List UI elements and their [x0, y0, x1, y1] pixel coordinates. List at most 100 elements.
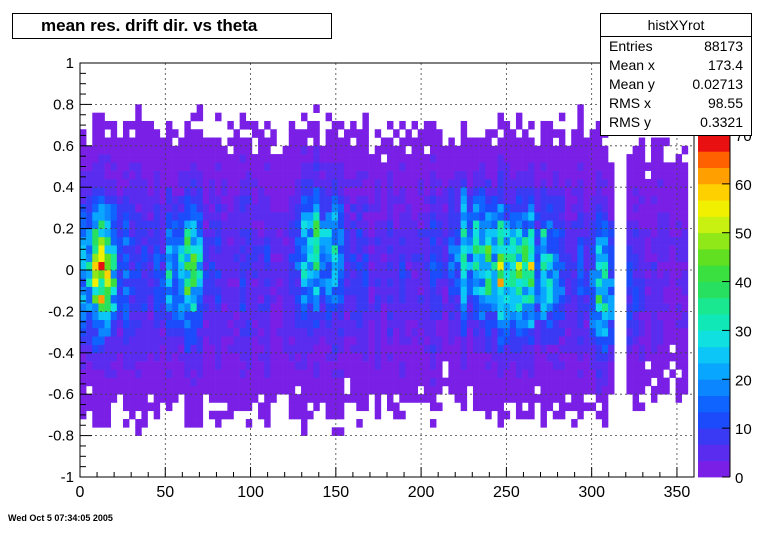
heatmap-cell [104, 352, 111, 362]
heatmap-cell [153, 170, 161, 180]
heatmap-cell [264, 187, 271, 196]
heatmap-cell [472, 402, 480, 412]
heatmap-cell [325, 195, 333, 205]
heatmap-cell [141, 352, 148, 362]
heatmap-cell [546, 195, 554, 205]
heatmap-cell [522, 410, 529, 420]
heatmap-cell [595, 369, 603, 378]
heatmap-cell [165, 145, 173, 155]
heatmap-cell [184, 162, 191, 171]
heatmap-cell [245, 294, 253, 304]
heatmap-cell [552, 394, 560, 403]
heatmap-cell [632, 253, 640, 263]
y-tick-label: 0.6 [53, 138, 74, 155]
heatmap-cell [565, 385, 572, 395]
heatmap-cell [307, 170, 314, 180]
heatmap-cell [172, 253, 179, 263]
heatmap-cell [276, 261, 283, 271]
heatmap-cell [595, 170, 603, 180]
heatmap-cell [294, 145, 302, 155]
heatmap-cell [675, 253, 683, 263]
heatmap-cell [528, 261, 535, 271]
heatmap-cell [387, 220, 394, 229]
heatmap-cell [165, 336, 173, 345]
heatmap-cell [577, 319, 584, 329]
heatmap-cell [368, 253, 376, 263]
heatmap-cell [583, 137, 590, 147]
heatmap-cell [221, 203, 228, 213]
heatmap-cell [301, 394, 308, 403]
heatmap-cell [110, 120, 118, 130]
heatmap-cell [638, 245, 646, 254]
heatmap-cell [577, 311, 584, 320]
heatmap-cell [479, 162, 486, 171]
heatmap-cell [528, 245, 535, 254]
heatmap-cell [589, 253, 597, 263]
heatmap-cell [374, 154, 382, 163]
heatmap-cell [442, 220, 449, 229]
heatmap-cell [454, 228, 461, 238]
heatmap-cell [460, 178, 468, 188]
heatmap-cell [509, 203, 517, 213]
heatmap-cell [227, 336, 234, 345]
heatmap-cell [165, 327, 173, 337]
heatmap-cell [460, 336, 468, 345]
heatmap-cell [509, 303, 517, 312]
heatmap-cell [571, 203, 578, 213]
heatmap-cell [153, 311, 161, 320]
heatmap-cell [552, 410, 560, 420]
heatmap-cell [233, 245, 240, 254]
heatmap-cell [215, 327, 222, 337]
heatmap-cell [356, 228, 363, 238]
heatmap-cell [429, 377, 437, 387]
heatmap-cell [98, 270, 105, 279]
heatmap-cell [380, 228, 388, 238]
heatmap-cell [251, 220, 259, 229]
heatmap-cell [239, 303, 247, 312]
heatmap-cell [215, 352, 222, 362]
heatmap-cell [638, 261, 646, 271]
heatmap-cell [245, 228, 253, 238]
heatmap-cell [565, 245, 572, 254]
heatmap-cell [270, 278, 277, 287]
heatmap-cell [657, 212, 664, 221]
heatmap-cell [626, 178, 633, 188]
heatmap-cell [663, 261, 670, 271]
heatmap-cell [165, 261, 173, 271]
heatmap-cell [196, 129, 204, 138]
heatmap-cell [644, 228, 652, 238]
heatmap-cell [601, 162, 609, 171]
heatmap-cell [368, 270, 376, 279]
heatmap-cell [571, 195, 578, 205]
heatmap-cell [270, 352, 277, 362]
x-tick-label: 0 [76, 484, 85, 501]
heatmap-cell [184, 377, 191, 387]
stats-title: histXYrot [601, 14, 751, 37]
heatmap-cell [307, 253, 314, 263]
heatmap-cell [165, 369, 173, 378]
heatmap-cell [515, 220, 523, 229]
heatmap-cell [202, 220, 210, 229]
heatmap-cell [479, 294, 486, 304]
heatmap-cell [129, 154, 136, 163]
heatmap-cell [147, 352, 154, 362]
heatmap-cell [165, 170, 173, 180]
heatmap-cell [98, 187, 105, 196]
heatmap-cell [479, 187, 486, 196]
heatmap-cell [147, 212, 154, 221]
heatmap-cell [460, 203, 468, 213]
heatmap-cell [319, 344, 326, 354]
heatmap-cell [460, 236, 468, 246]
heatmap-cell [503, 286, 511, 296]
heatmap-cell [307, 369, 314, 378]
heatmap-cell [503, 187, 511, 196]
heatmap-cell [644, 278, 652, 287]
heatmap-cell [313, 253, 320, 263]
heatmap-cell [319, 145, 326, 155]
heatmap-cell [411, 228, 418, 238]
heatmap-cell [288, 187, 296, 196]
heatmap-cell [325, 385, 333, 395]
heatmap-cell [264, 361, 271, 370]
heatmap-cell [362, 303, 369, 312]
heatmap-cell [540, 327, 547, 337]
